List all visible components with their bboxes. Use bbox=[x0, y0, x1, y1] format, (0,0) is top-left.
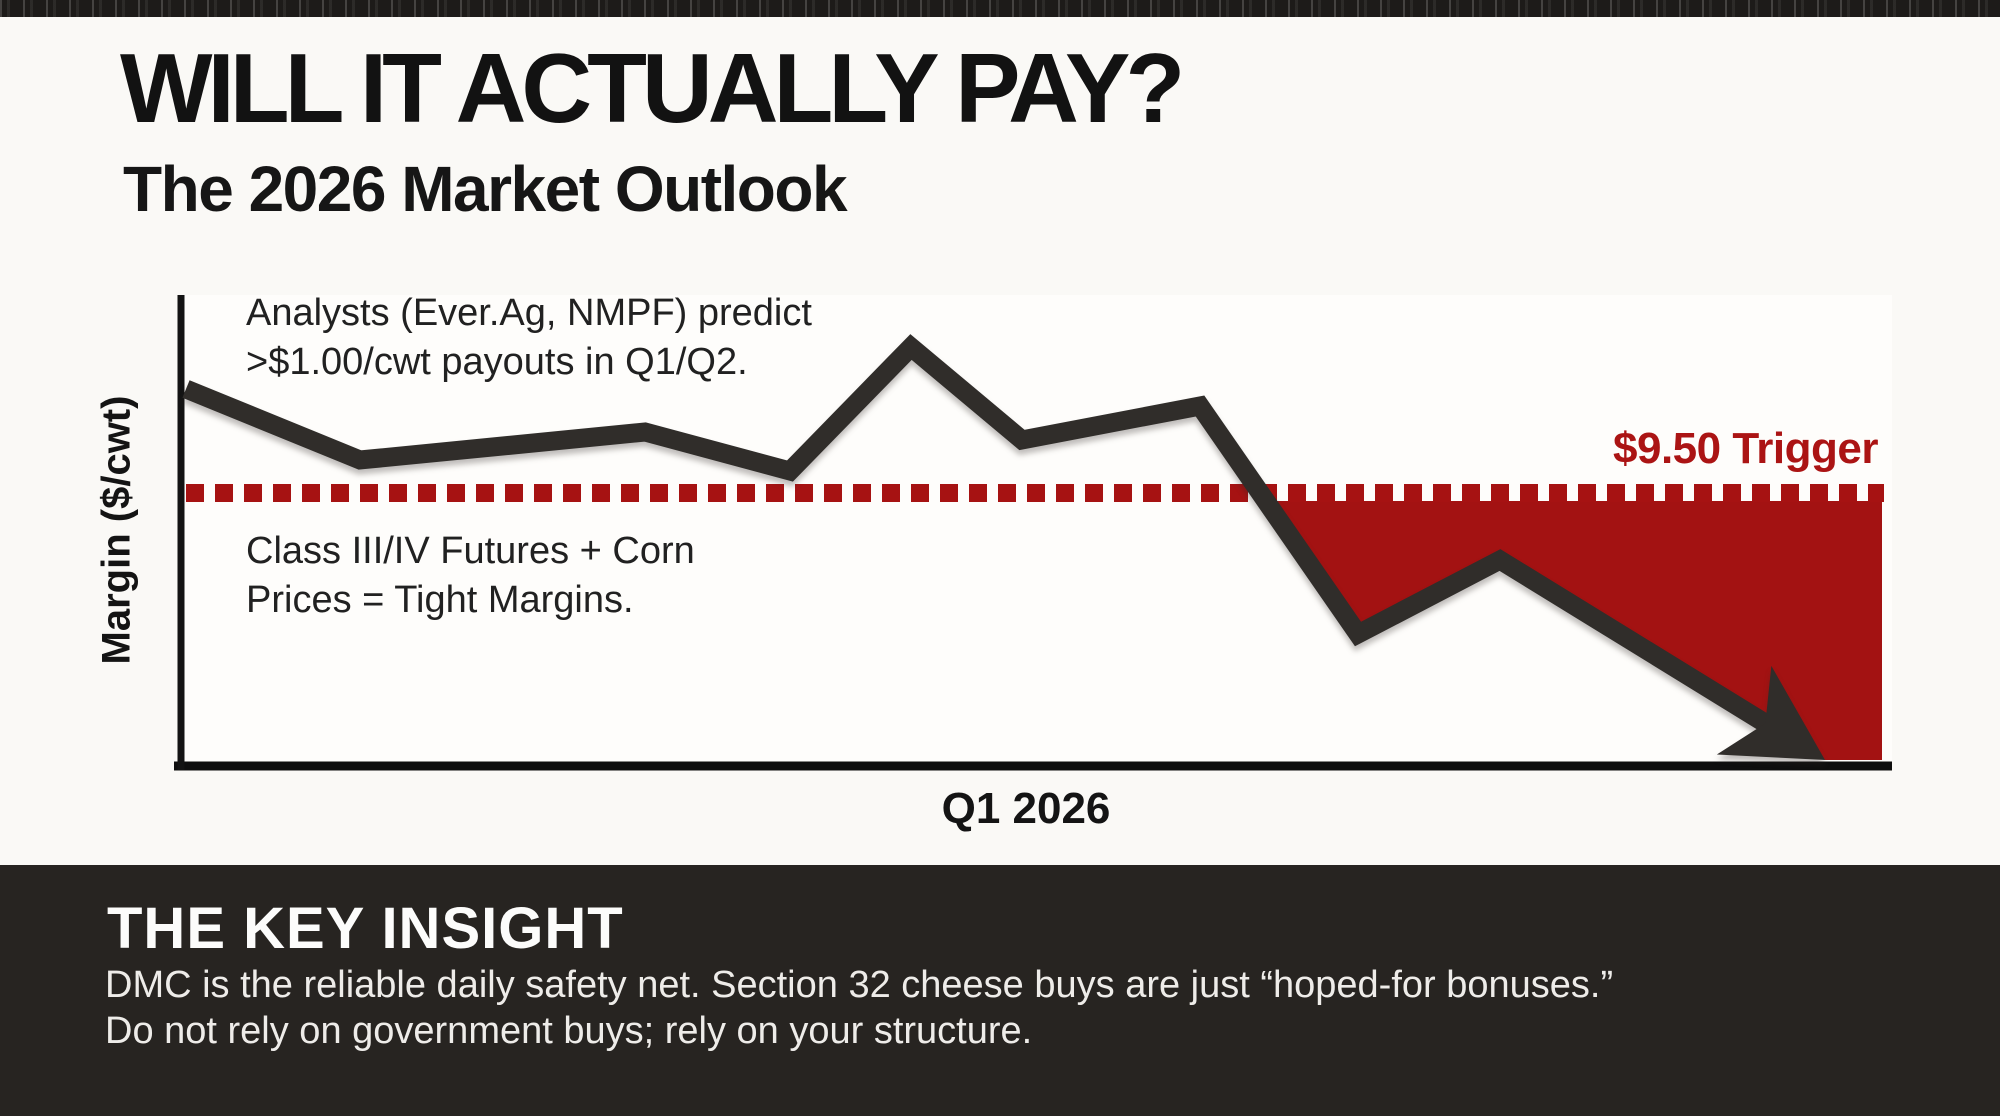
key-insight-heading: THE KEY INSIGHT bbox=[107, 896, 624, 961]
arrowhead-icon bbox=[1716, 665, 1825, 760]
margin-line-group bbox=[182, 334, 1825, 760]
x-axis-label: Q1 2026 bbox=[941, 784, 1111, 833]
page-title: WILL IT ACTUALLY PAY? bbox=[120, 33, 1185, 143]
trigger-label: $9.50 Trigger bbox=[1613, 424, 1878, 473]
annotation-futures: Class III/IV Futures + Corn Prices = Tig… bbox=[246, 530, 695, 621]
page-subtitle: The 2026 Market Outlook bbox=[123, 153, 848, 225]
cropped-text-strip bbox=[0, 0, 2000, 17]
annotation-analysts: Analysts (Ever.Ag, NMPF) predict >$1.00/… bbox=[246, 292, 812, 383]
y-axis-label: Margin ($/cwt) bbox=[94, 395, 139, 665]
key-insight-body: DMC is the reliable daily safety net. Se… bbox=[105, 964, 1614, 1052]
key-insight-panel: THE KEY INSIGHT DMC is the reliable dail… bbox=[0, 865, 2000, 1116]
margin-line bbox=[182, 334, 1781, 738]
